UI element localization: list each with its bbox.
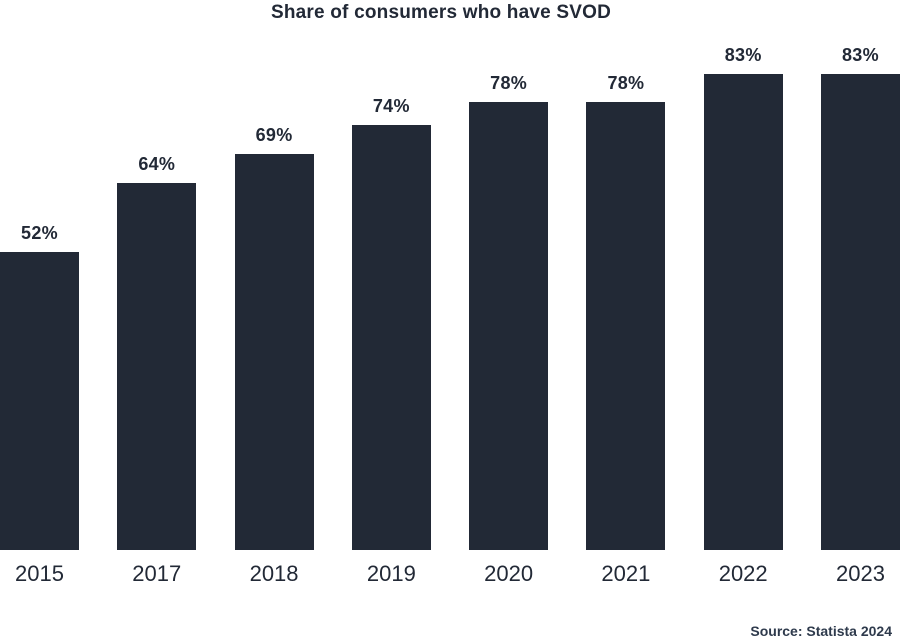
- bar-2018: [234, 154, 314, 550]
- bar-value-label-2017: 64%: [138, 154, 176, 174]
- x-axis-label-2023: 2023: [835, 561, 885, 586]
- chart-title: Share of consumers who have SVOD: [270, 2, 612, 23]
- bar-column-2018: 69%: [234, 125, 314, 550]
- x-axis-label-2018: 2018: [249, 561, 299, 586]
- bar-value-label-2023: 83%: [842, 45, 879, 65]
- bar-column-2023: 83%: [820, 45, 900, 550]
- bar-column-2015: 52%: [0, 223, 79, 550]
- bar-2017: [117, 183, 197, 550]
- x-axis-label-2022: 2022: [718, 561, 768, 586]
- bar-value-label-2018: 69%: [255, 125, 293, 145]
- bar-2020: [469, 102, 549, 550]
- bar-2015: [0, 252, 79, 550]
- bar-value-label-2020: 78%: [490, 73, 528, 93]
- bar-value-label-2021: 78%: [607, 73, 645, 93]
- bar-2021: [586, 102, 666, 550]
- bar-column-2017: 64%: [117, 154, 197, 550]
- x-axis-label-2020: 2020: [484, 561, 534, 586]
- x-axis-label-2021: 2021: [601, 561, 651, 586]
- x-axis: 2015 2017 2018 2019 2020 2021 2022 2023: [0, 550, 900, 587]
- plot-area: 52% 64% 69% 74% 78% 78% 83% 83%: [0, 45, 900, 550]
- x-axis-label-2019: 2019: [366, 561, 416, 586]
- x-axis-label-2017: 2017: [132, 561, 182, 586]
- bar-value-label-2022: 83%: [724, 45, 762, 65]
- bar-2023: [820, 74, 900, 550]
- bar-2019: [351, 125, 431, 550]
- bar-column-2022: 83%: [703, 45, 783, 550]
- source-note: Source: Statista 2024: [750, 623, 892, 639]
- bar-column-2021: 78%: [586, 73, 666, 550]
- bar-value-label-2019: 74%: [372, 96, 410, 116]
- x-axis-label-2015: 2015: [15, 561, 64, 586]
- bar-column-2019: 74%: [351, 96, 431, 550]
- bar-2022: [703, 74, 783, 550]
- bar-column-2020: 78%: [469, 73, 549, 550]
- bar-value-label-2015: 52%: [21, 223, 58, 243]
